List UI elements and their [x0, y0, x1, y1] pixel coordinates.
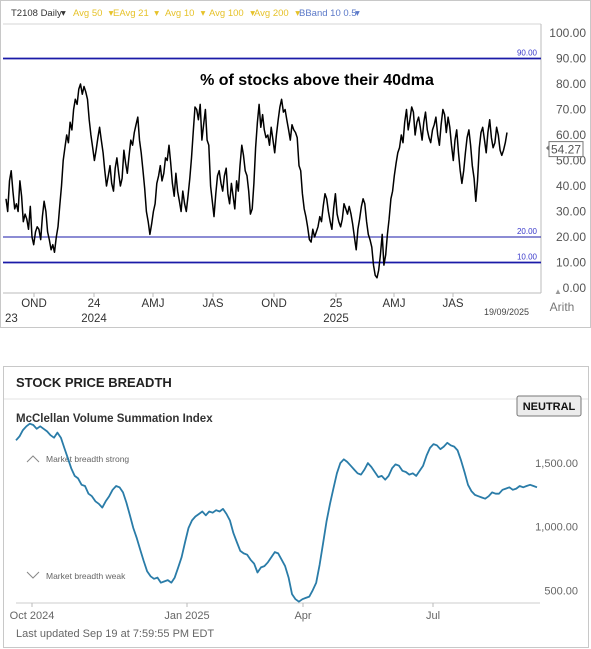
- x-tick-label: AMJ: [142, 298, 165, 310]
- breadth-panel: STOCK PRICE BREADTH NEUTRAL McClellan Vo…: [3, 366, 589, 648]
- neutral-badge: NEUTRAL: [517, 396, 581, 416]
- y-tick-label: 40.00: [556, 179, 586, 193]
- y-tick-labels: 100.0090.0080.0070.0060.0050.0040.0030.0…: [549, 26, 586, 295]
- x-tick-label: Jul: [426, 610, 440, 622]
- y-tick-label: 500.00: [544, 585, 578, 597]
- year-label: 2025: [323, 313, 349, 325]
- y-tick-label: 20.00: [556, 230, 586, 244]
- indicator-label[interactable]: EAvg 21: [113, 8, 149, 19]
- reference-line-label: 90.00: [517, 49, 538, 58]
- indicator-caret-icon[interactable]: ▾: [201, 8, 206, 19]
- strong-label: Market breadth strong: [46, 454, 129, 464]
- scroll-arrow-icon[interactable]: ▲: [554, 287, 562, 296]
- y-tick-label: 0.00: [563, 281, 587, 295]
- indicator-caret-icon[interactable]: ▾: [154, 8, 159, 19]
- scale-label[interactable]: Arith: [550, 300, 575, 314]
- indicator-label[interactable]: Avg 50: [73, 8, 102, 19]
- series-line: [6, 84, 507, 278]
- x-tick-label: 24: [88, 298, 101, 310]
- chart-title: % of stocks above their 40dma: [200, 72, 434, 89]
- chevron-down-icon: [27, 572, 39, 578]
- y-tick-label: 60.00: [556, 128, 586, 142]
- y-tick-label: 80.00: [556, 77, 586, 91]
- index-title: McClellan Volume Summation Index: [16, 413, 213, 425]
- t2108-chart-panel: T2108 Daily ▾ Avg 50 ▾ EAvg 21 ▾ Avg 10 ▾ Avg …: [0, 0, 591, 328]
- x-tick-label: 25: [330, 298, 343, 310]
- breadth-chart: STOCK PRICE BREADTH NEUTRAL McClellan Vo…: [4, 367, 588, 647]
- indicator-list: Avg 50 ▾ EAvg 21 ▾ Avg 10 ▾ Avg 100 ▾ Avg 200 ▾: [73, 8, 300, 19]
- panel-title: STOCK PRICE BREADTH: [16, 375, 172, 390]
- x-tick-label: Apr: [294, 610, 311, 622]
- bband-label[interactable]: BBand 10 0.5: [299, 8, 357, 19]
- x-tick-labels: OND 24 AMJ JAS OND 25 AMJ JAS 2024 2025 23 19/09/20…: [5, 293, 529, 325]
- x-tick-label: JAS: [202, 298, 223, 310]
- y-tick-label: 90.00: [556, 52, 586, 66]
- bottom-y-ticks: 1,500.00 1,000.00 500.00: [535, 458, 578, 597]
- indicator-label[interactable]: Avg 100: [209, 8, 244, 19]
- neutral-badge-label: NEUTRAL: [523, 401, 576, 413]
- symbol-label[interactable]: T2108 Daily: [11, 8, 62, 19]
- y-tick-label: 100.00: [549, 26, 586, 40]
- y-tick-label: 1,000.00: [535, 522, 578, 534]
- weak-annotation: Market breadth weak: [27, 571, 126, 581]
- x-tick-label: OND: [21, 298, 47, 310]
- x-tick-label: OND: [261, 298, 287, 310]
- left-edge-label: 23: [5, 313, 18, 325]
- toolbar-caret-icon[interactable]: ▾: [61, 8, 66, 19]
- y-tick-label: 30.00: [556, 205, 586, 219]
- bband-caret-icon[interactable]: ▾: [355, 8, 360, 19]
- indicator-label[interactable]: Avg 10: [165, 8, 194, 19]
- y-tick-label: 70.00: [556, 103, 586, 117]
- weak-label: Market breadth weak: [46, 571, 126, 581]
- x-tick-label: Oct 2024: [10, 610, 55, 622]
- reference-line-label: 10.00: [517, 253, 538, 262]
- y-tick-label: 1,500.00: [535, 458, 578, 470]
- year-label: 2024: [81, 313, 107, 325]
- strong-annotation: Market breadth strong: [27, 454, 129, 464]
- last-value-pointer: [546, 145, 549, 151]
- reference-line-label: 20.00: [517, 227, 538, 236]
- y-tick-label: 10.00: [556, 256, 586, 270]
- last-value-label: 54.27: [551, 143, 581, 157]
- bottom-x-ticks: Oct 2024 Jan 2025 Apr Jul: [10, 603, 440, 622]
- end-date-label: 19/09/2025: [484, 307, 529, 317]
- x-tick-label: JAS: [442, 298, 463, 310]
- indicator-label[interactable]: Avg 200: [254, 8, 289, 19]
- t2108-chart: T2108 Daily ▾ Avg 50 ▾ EAvg 21 ▾ Avg 10 ▾ Avg …: [1, 1, 590, 327]
- last-updated: Last updated Sep 19 at 7:59:55 PM EDT: [16, 628, 214, 640]
- chevron-up-icon: [27, 456, 39, 462]
- x-tick-label: Jan 2025: [164, 610, 209, 622]
- x-tick-label: AMJ: [383, 298, 406, 310]
